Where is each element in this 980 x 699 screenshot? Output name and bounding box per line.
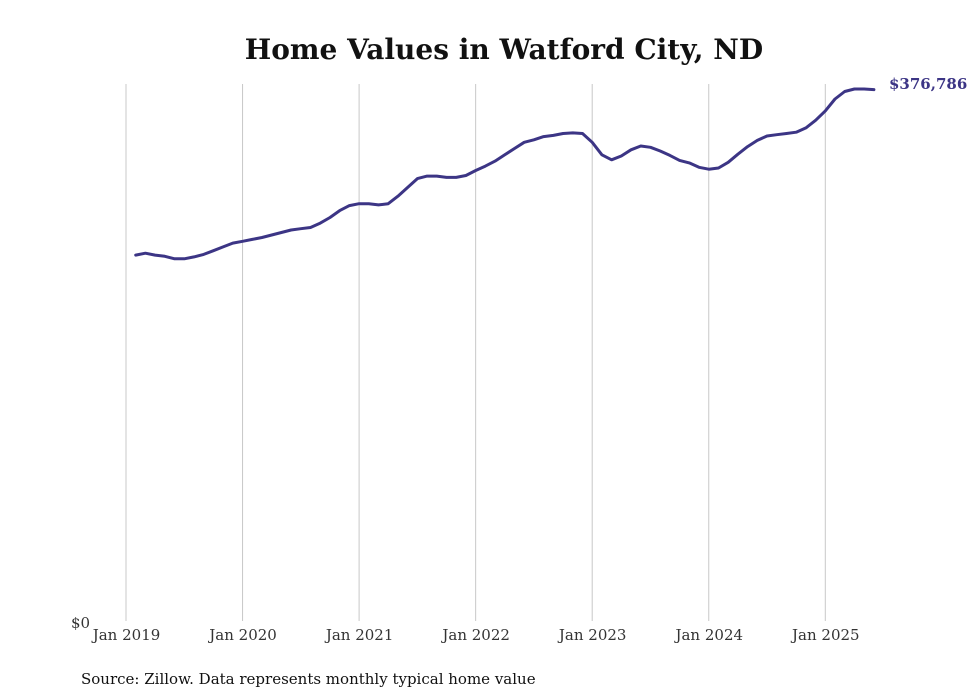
x-tick-labels: Jan 2019 Jan 2020 Jan 2021 Jan 2022 Jan 2023…	[91, 626, 860, 644]
x-tick-label: Jan 2020	[207, 626, 277, 644]
y-tick-label: $0	[71, 614, 90, 632]
gridlines	[125, 84, 826, 621]
x-tick-label: Jan 2022	[440, 626, 510, 644]
x-tick-label: Jan 2024	[673, 626, 743, 644]
x-tick-label: Jan 2019	[91, 626, 161, 644]
series-line	[134, 87, 876, 261]
chart-title: Home Values in Watford City, ND	[245, 33, 763, 66]
x-tick-label: Jan 2021	[324, 626, 394, 644]
end-value-label: $376,786	[889, 75, 967, 93]
x-tick-label: Jan 2023	[557, 626, 627, 644]
x-tick-label: Jan 2025	[790, 626, 860, 644]
source-note: Source: Zillow. Data represents monthly …	[81, 670, 536, 688]
